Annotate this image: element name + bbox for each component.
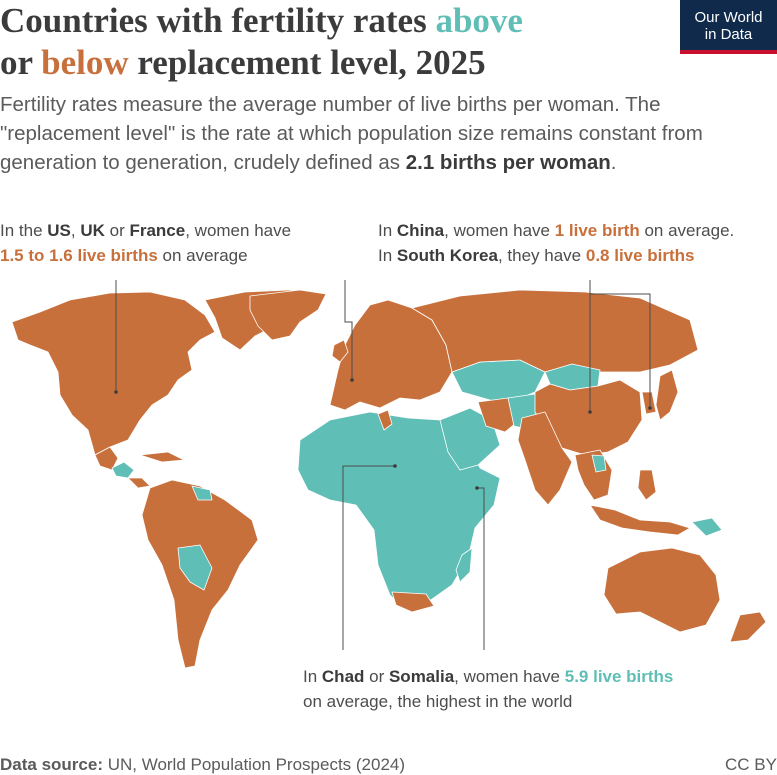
region-caribbean[interactable] [139, 451, 185, 463]
title-below: below [41, 43, 129, 82]
annot-text: , women have [444, 221, 555, 240]
title-text-1: Countries with fertility rates [0, 1, 436, 40]
annot-korea-value: 0.8 live births [585, 246, 695, 265]
chart-subtitle: Fertility rates measure the average numb… [0, 90, 777, 177]
leader-line-somalia [477, 487, 485, 650]
region-new-zealand[interactable] [729, 611, 767, 643]
leader-line-korea [590, 293, 651, 408]
chart-title: Countries with fertility rates above or b… [0, 0, 660, 84]
logo-line-1: Our World [694, 9, 763, 26]
title-text-2: or [0, 43, 42, 82]
region-japan[interactable] [655, 369, 679, 421]
annot-text: In [378, 221, 397, 240]
region-laos[interactable] [591, 454, 607, 473]
annot-uk: UK [80, 221, 105, 240]
source-text: UN, World Population Prospects (2024) [102, 755, 406, 774]
annot-text: or [104, 221, 130, 240]
annot-france: France [129, 221, 186, 240]
region-indonesia[interactable] [589, 504, 691, 536]
annot-somalia: Somalia [388, 667, 455, 686]
region-uk[interactable] [331, 339, 349, 363]
leader-line-chad [342, 465, 395, 650]
annotation-east-asia: In China, women have 1 live birth on ave… [378, 218, 777, 268]
region-bolivia-paraguay[interactable] [177, 544, 213, 591]
region-india[interactable] [517, 411, 573, 506]
region-papua[interactable] [691, 517, 723, 537]
annot-text: on average, the highest in the world [303, 692, 573, 711]
annot-korea: South Korea [396, 246, 498, 265]
annot-text: or [364, 667, 389, 686]
region-philippines[interactable] [637, 469, 657, 501]
region-russia[interactable] [411, 289, 699, 373]
marker-somalia [475, 486, 479, 490]
annot-text: on average. [639, 221, 735, 240]
annot-western-value: 1.5 to 1.6 live births [0, 246, 158, 265]
subtitle-end: . [610, 151, 617, 174]
marker-korea [648, 406, 652, 410]
title-text-3: replacement level, 2025 [128, 43, 486, 82]
marker-us [114, 390, 118, 394]
marker-chad [393, 464, 397, 468]
marker-china [588, 410, 592, 414]
annot-africa-value: 5.9 live births [564, 667, 674, 686]
world-map[interactable] [0, 280, 777, 690]
region-korea[interactable] [641, 391, 657, 415]
region-central-america[interactable] [111, 461, 135, 479]
license-link[interactable]: CC BY [725, 755, 777, 774]
logo-line-2: in Data [704, 26, 753, 43]
marker-france [350, 378, 354, 382]
subtitle-text: Fertility rates measure the average numb… [0, 93, 703, 174]
annot-chad: Chad [321, 667, 365, 686]
annot-text: , they have [497, 246, 586, 265]
annot-text: , women have [185, 221, 292, 240]
region-north-america[interactable] [11, 291, 216, 456]
region-australia[interactable] [603, 547, 721, 633]
annot-text: on average [157, 246, 248, 265]
owid-logo[interactable]: Our World in Data [680, 0, 777, 54]
title-above: above [435, 1, 523, 40]
region-panama[interactable] [127, 477, 151, 489]
leader-line-europe [344, 280, 353, 380]
annot-china: China [396, 221, 445, 240]
annot-text: In [378, 246, 397, 265]
data-source: Data source: UN, World Population Prospe… [0, 755, 405, 775]
region-greenland[interactable] [249, 289, 327, 341]
region-central-america-north[interactable] [94, 446, 119, 471]
annot-text: , women have [454, 667, 565, 686]
annotation-africa: In Chad or Somalia, women have 5.9 live … [303, 664, 777, 714]
region-southern-africa[interactable] [391, 591, 435, 613]
region-guianas[interactable] [191, 485, 213, 501]
annot-text: , [70, 221, 81, 240]
region-madagascar[interactable] [455, 547, 473, 583]
source-label: Data source: [0, 755, 103, 774]
annot-text: In [303, 667, 322, 686]
annot-china-value: 1 live birth [554, 221, 640, 240]
annot-us: US [47, 221, 71, 240]
annotation-western: In the US, UK or France, women have 1.5 … [0, 218, 345, 268]
annot-text: In the [0, 221, 48, 240]
region-tunisia[interactable] [377, 409, 393, 431]
subtitle-emphasis: 2.1 births per woman [405, 151, 611, 174]
